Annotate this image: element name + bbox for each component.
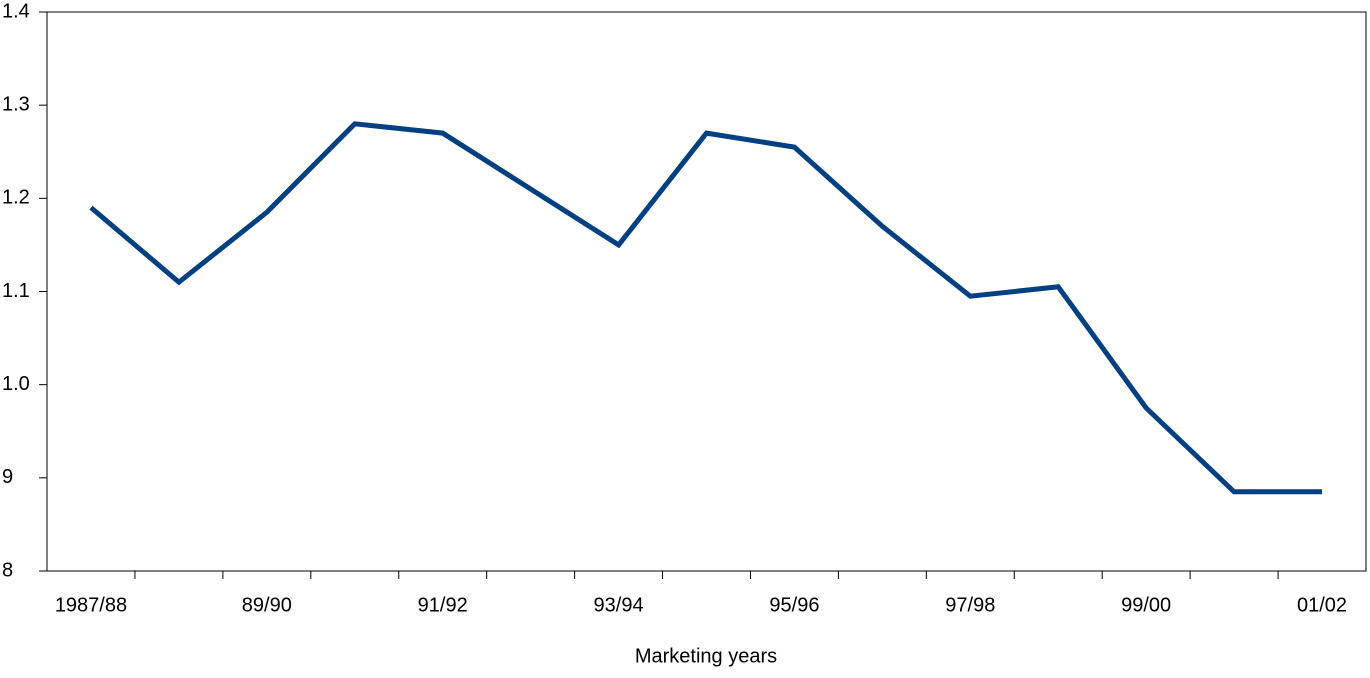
y-tick-label: 1.3 (2, 93, 30, 115)
x-axis-title: Marketing years (635, 645, 777, 667)
x-tick-label: 91/92 (418, 594, 468, 616)
y-tick-label: 8 (2, 559, 13, 581)
x-tick-label: 95/96 (769, 594, 819, 616)
x-tick-label: 1987/88 (55, 594, 127, 616)
plot-frame (46, 11, 1367, 572)
x-tick-label: 97/98 (945, 594, 995, 616)
data-line (89, 121, 1322, 495)
y-tick-label: 1.2 (2, 187, 30, 209)
y-tick-label: 1.4 (2, 0, 30, 22)
x-tick-label: 01/02 (1297, 594, 1347, 616)
x-tick-label: 89/90 (242, 594, 292, 616)
x-tick-label: 93/94 (594, 594, 644, 616)
y-tick-label: 9 (2, 466, 13, 488)
x-tick-label: 99/00 (1121, 594, 1171, 616)
y-tick-label: 1.1 (2, 280, 30, 302)
y-tick-label: 1.0 (2, 373, 30, 395)
